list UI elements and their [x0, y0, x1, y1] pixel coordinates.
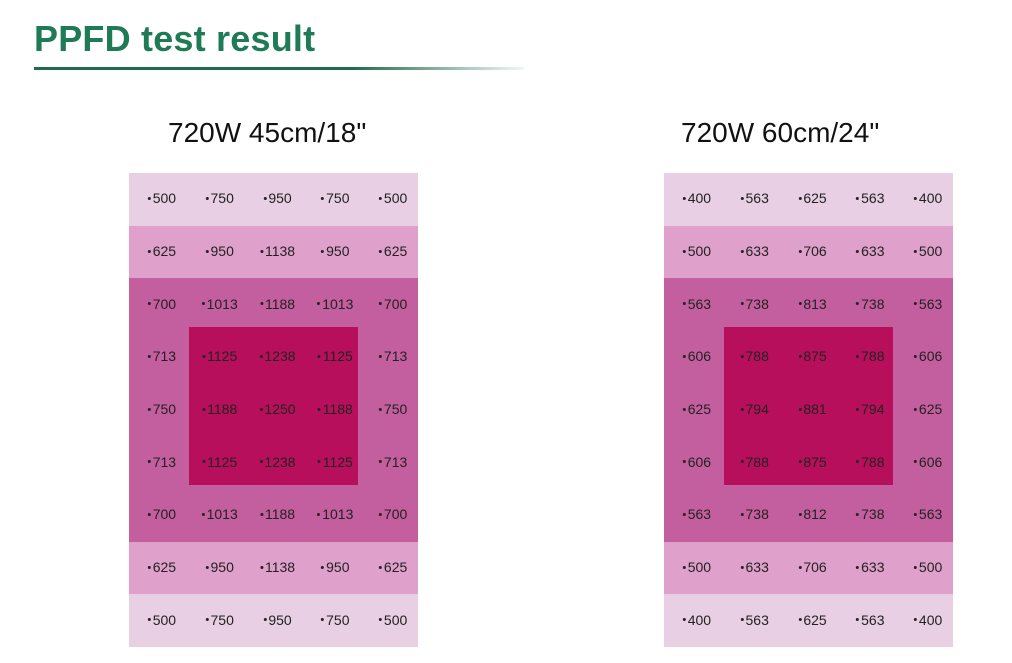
ppfd-value-label: 1013 [317, 297, 353, 311]
ppfd-value-label: 563 [683, 507, 711, 521]
ppfd-value-label: 750 [206, 191, 234, 205]
ppfd-value-label: 1125 [318, 455, 353, 469]
ppfd-value-label: 606 [914, 455, 942, 469]
ppfd-value-label: 625 [798, 613, 826, 627]
ppfd-value-label: 788 [741, 455, 769, 469]
ppfd-value-label: 950 [321, 244, 349, 258]
ppfd-value-label: 563 [741, 613, 769, 627]
ppfd-value-label: 1238 [259, 349, 295, 363]
ppfd-value-label: 1238 [259, 455, 295, 469]
ppfd-value-label: 400 [914, 191, 942, 205]
ppfd-value-label: 633 [856, 560, 884, 574]
ppfd-value-label: 750 [379, 402, 407, 416]
ppfd-value-label: 875 [798, 349, 826, 363]
ppfd-value-label: 563 [914, 297, 942, 311]
ppfd-value-label: 788 [856, 349, 884, 363]
ppfd-value-label: 738 [856, 297, 884, 311]
ppfd-value-label: 700 [148, 297, 176, 311]
ppfd-value-label: 563 [856, 613, 884, 627]
ppfd-value-label: 500 [148, 191, 176, 205]
chart-title-45cm: 720W 45cm/18" [168, 117, 367, 148]
ppfd-value-label: 400 [683, 191, 711, 205]
ppfd-value-label: 1013 [317, 507, 353, 521]
ppfd-heatmap-60cm: 400 563 625 563 400 500 633 706 633 500 563 738 813 7… [664, 173, 953, 647]
ppfd-value-label: 633 [741, 560, 769, 574]
ppfd-value-label: 950 [321, 560, 349, 574]
ppfd-value-label: 1188 [260, 297, 295, 311]
ppfd-value-label: 1138 [260, 244, 295, 258]
ppfd-value-label: 750 [206, 613, 234, 627]
ppfd-value-label: 625 [683, 402, 711, 416]
ppfd-value-label: 625 [914, 402, 942, 416]
ppfd-value-label: 563 [683, 297, 711, 311]
ppfd-value-label: 400 [914, 613, 942, 627]
ppfd-value-label: 625 [798, 191, 826, 205]
ppfd-value-label: 563 [741, 191, 769, 205]
ppfd-value-label: 1188 [318, 402, 353, 416]
ppfd-value-label: 794 [741, 402, 769, 416]
ppfd-value-label: 813 [798, 297, 826, 311]
ppfd-value-label: 563 [856, 191, 884, 205]
ppfd-value-label: 1125 [202, 349, 237, 363]
ppfd-value-label: 606 [683, 455, 711, 469]
chart-title-60cm: 720W 60cm/24" [681, 117, 880, 148]
ppfd-value-label: 1188 [260, 507, 295, 521]
ppfd-value-label: 606 [683, 349, 711, 363]
ppfd-value-label: 713 [148, 455, 176, 469]
ppfd-value-label: 700 [148, 507, 176, 521]
title-underline [34, 67, 524, 70]
ppfd-value-label: 1013 [202, 297, 238, 311]
ppfd-value-label: 500 [914, 244, 942, 258]
ppfd-value-label: 950 [206, 560, 234, 574]
ppfd-value-label: 1138 [260, 560, 295, 574]
ppfd-value-label: 812 [798, 507, 826, 521]
ppfd-heatmap-45cm: 500 750 950 750 500 625 950 1138 950 625 700 1013 11… [129, 173, 418, 647]
ppfd-value-label: 633 [741, 244, 769, 258]
ppfd-value-label: 1188 [202, 402, 237, 416]
ppfd-value-label: 706 [798, 244, 826, 258]
ppfd-value-label: 500 [683, 560, 711, 574]
ppfd-value-label: 500 [914, 560, 942, 574]
ppfd-value-label: 1125 [202, 455, 237, 469]
ppfd-value-label: 950 [206, 244, 234, 258]
ppfd-value-label: 794 [856, 402, 884, 416]
ppfd-value-label: 500 [683, 244, 711, 258]
ppfd-value-label: 700 [379, 507, 407, 521]
ppfd-value-label: 1250 [259, 402, 295, 416]
ppfd-value-label: 738 [741, 297, 769, 311]
ppfd-value-label: 881 [798, 402, 826, 416]
ppfd-value-label: 1125 [318, 349, 353, 363]
ppfd-value-label: 625 [379, 244, 407, 258]
ppfd-value-label: 563 [914, 507, 942, 521]
ppfd-value-label: 500 [379, 613, 407, 627]
ppfd-value-label: 950 [263, 191, 291, 205]
ppfd-value-label: 700 [379, 297, 407, 311]
ppfd-value-label: 706 [798, 560, 826, 574]
ppfd-value-label: 738 [741, 507, 769, 521]
ppfd-value-label: 713 [379, 455, 407, 469]
ppfd-value-label: 788 [856, 455, 884, 469]
ppfd-value-label: 738 [856, 507, 884, 521]
ppfd-value-label: 606 [914, 349, 942, 363]
ppfd-value-label: 625 [148, 560, 176, 574]
ppfd-value-label: 750 [148, 402, 176, 416]
ppfd-value-label: 500 [379, 191, 407, 205]
ppfd-value-label: 750 [321, 191, 349, 205]
page-title: PPFD test result [34, 18, 316, 59]
ppfd-value-label: 1013 [202, 507, 238, 521]
ppfd-value-label: 713 [148, 349, 176, 363]
ppfd-value-label: 950 [263, 613, 291, 627]
ppfd-value-label: 875 [798, 455, 826, 469]
ppfd-value-label: 788 [741, 349, 769, 363]
ppfd-value-label: 750 [321, 613, 349, 627]
ppfd-value-label: 633 [856, 244, 884, 258]
ppfd-value-label: 500 [148, 613, 176, 627]
ppfd-value-label: 625 [379, 560, 407, 574]
ppfd-value-label: 625 [148, 244, 176, 258]
ppfd-value-label: 713 [379, 349, 407, 363]
ppfd-value-label: 400 [683, 613, 711, 627]
